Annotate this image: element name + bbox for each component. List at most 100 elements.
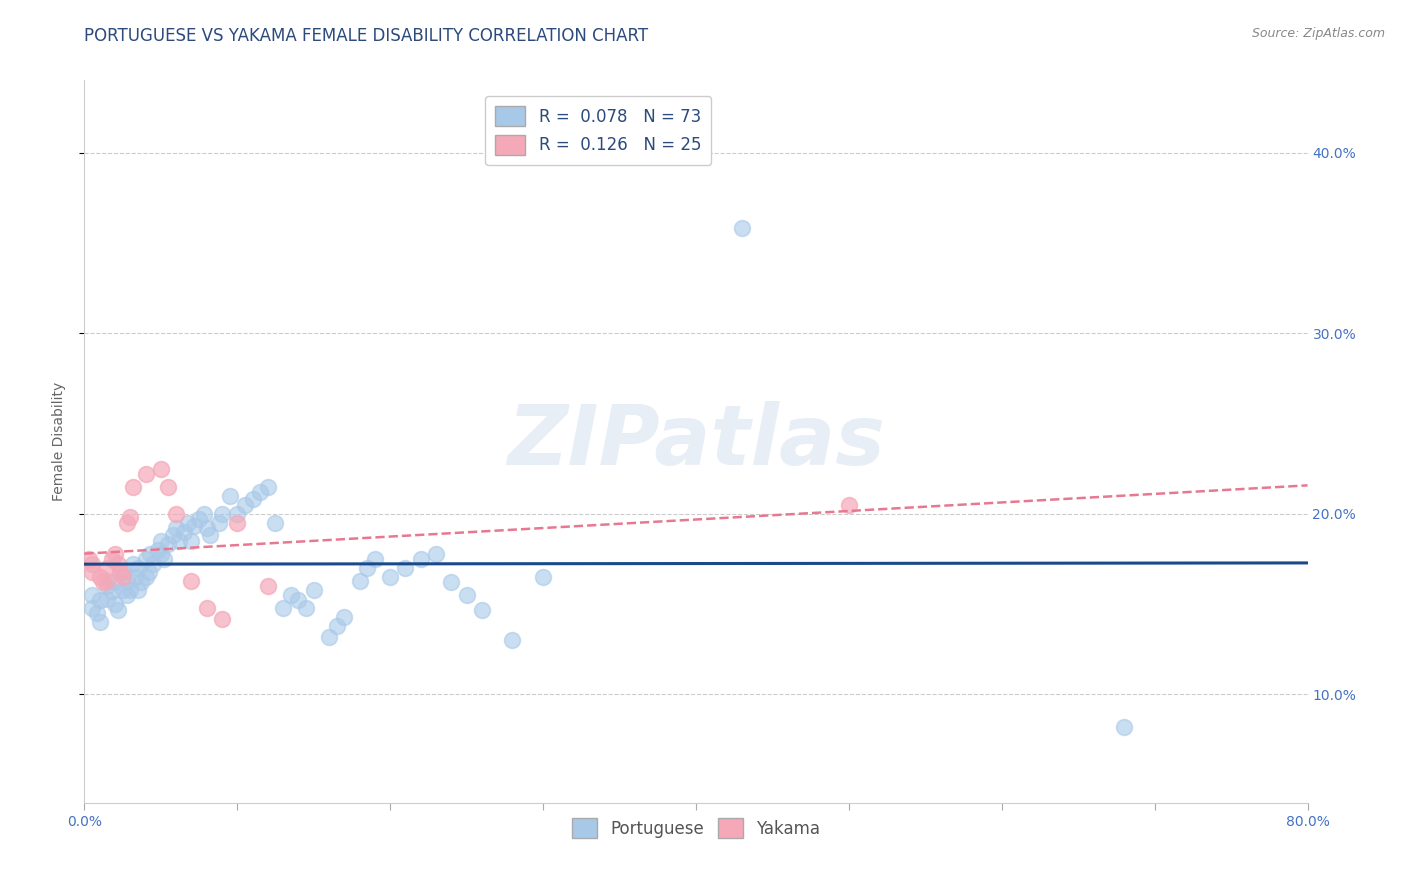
Point <box>1114 720 1136 734</box>
Legend: Portuguese, Yakama: Portuguese, Yakama <box>565 812 827 845</box>
Point <box>302 582 325 597</box>
Point <box>173 524 195 539</box>
Point <box>349 574 371 588</box>
Point <box>115 574 138 588</box>
Point <box>138 565 160 579</box>
Point <box>271 600 294 615</box>
Point <box>325 619 347 633</box>
Point <box>233 498 256 512</box>
Point <box>149 533 172 548</box>
Point <box>456 588 478 602</box>
Point <box>226 507 249 521</box>
Point <box>471 602 494 616</box>
Point <box>188 512 211 526</box>
Point <box>111 582 134 597</box>
Point <box>80 588 103 602</box>
Point <box>115 516 138 530</box>
Point <box>77 552 100 566</box>
Point <box>101 552 124 566</box>
Point <box>146 542 169 557</box>
Y-axis label: Female Disability: Female Disability <box>52 382 66 501</box>
Point <box>80 558 103 572</box>
Point <box>139 547 162 561</box>
Point <box>425 547 447 561</box>
Point <box>165 521 187 535</box>
Point <box>180 574 202 588</box>
Point <box>211 611 233 625</box>
Point <box>89 570 111 584</box>
Point <box>96 591 118 606</box>
Point <box>101 584 124 599</box>
Point <box>198 528 221 542</box>
Text: ZIPatlas: ZIPatlas <box>508 401 884 482</box>
Point <box>364 552 387 566</box>
Point <box>142 558 165 572</box>
Point <box>153 552 176 566</box>
Point <box>127 561 149 575</box>
Point <box>162 528 184 542</box>
Point <box>208 516 231 530</box>
Point <box>108 565 131 579</box>
Point <box>127 582 149 597</box>
Point <box>135 552 157 566</box>
Point <box>211 507 233 521</box>
Point <box>124 570 146 584</box>
Point <box>193 507 215 521</box>
Point <box>394 561 416 575</box>
Point <box>104 575 127 590</box>
Point <box>356 561 378 575</box>
Point <box>531 570 554 584</box>
Point <box>120 510 142 524</box>
Point <box>264 516 287 530</box>
Point <box>318 630 340 644</box>
Point <box>129 575 152 590</box>
Point <box>80 565 103 579</box>
Point <box>380 570 402 584</box>
Point <box>104 547 127 561</box>
Point <box>180 533 202 548</box>
Point <box>107 558 129 572</box>
Point <box>242 492 264 507</box>
Point <box>111 565 134 579</box>
Text: Source: ZipAtlas.com: Source: ZipAtlas.com <box>1251 27 1385 40</box>
Point <box>91 575 114 590</box>
Text: PORTUGUESE VS YAKAMA FEMALE DISABILITY CORRELATION CHART: PORTUGUESE VS YAKAMA FEMALE DISABILITY C… <box>84 27 648 45</box>
Point <box>104 597 127 611</box>
Point <box>167 533 190 548</box>
Point <box>177 516 200 530</box>
Point <box>80 600 103 615</box>
Point <box>135 570 157 584</box>
Point <box>157 537 180 551</box>
Point <box>149 547 172 561</box>
Point <box>195 521 218 535</box>
Point <box>731 221 754 235</box>
Point <box>295 600 318 615</box>
Point <box>183 519 205 533</box>
Point <box>89 615 111 630</box>
Point <box>409 552 432 566</box>
Point <box>165 507 187 521</box>
Point <box>257 579 280 593</box>
Point <box>122 558 145 572</box>
Point <box>226 516 249 530</box>
Point <box>838 498 860 512</box>
Point <box>287 593 309 607</box>
Point <box>122 480 145 494</box>
Point <box>249 485 271 500</box>
Point <box>157 480 180 494</box>
Point <box>120 582 142 597</box>
Point <box>115 588 138 602</box>
Point <box>440 575 463 590</box>
Point <box>149 461 172 475</box>
Point <box>111 570 134 584</box>
Point <box>333 609 356 624</box>
Point <box>195 600 218 615</box>
Point <box>96 561 118 575</box>
Point <box>135 467 157 481</box>
Point <box>218 489 240 503</box>
Point <box>502 633 524 648</box>
Point <box>257 480 280 494</box>
Point <box>96 574 118 588</box>
Point <box>280 588 302 602</box>
Point <box>86 606 108 620</box>
